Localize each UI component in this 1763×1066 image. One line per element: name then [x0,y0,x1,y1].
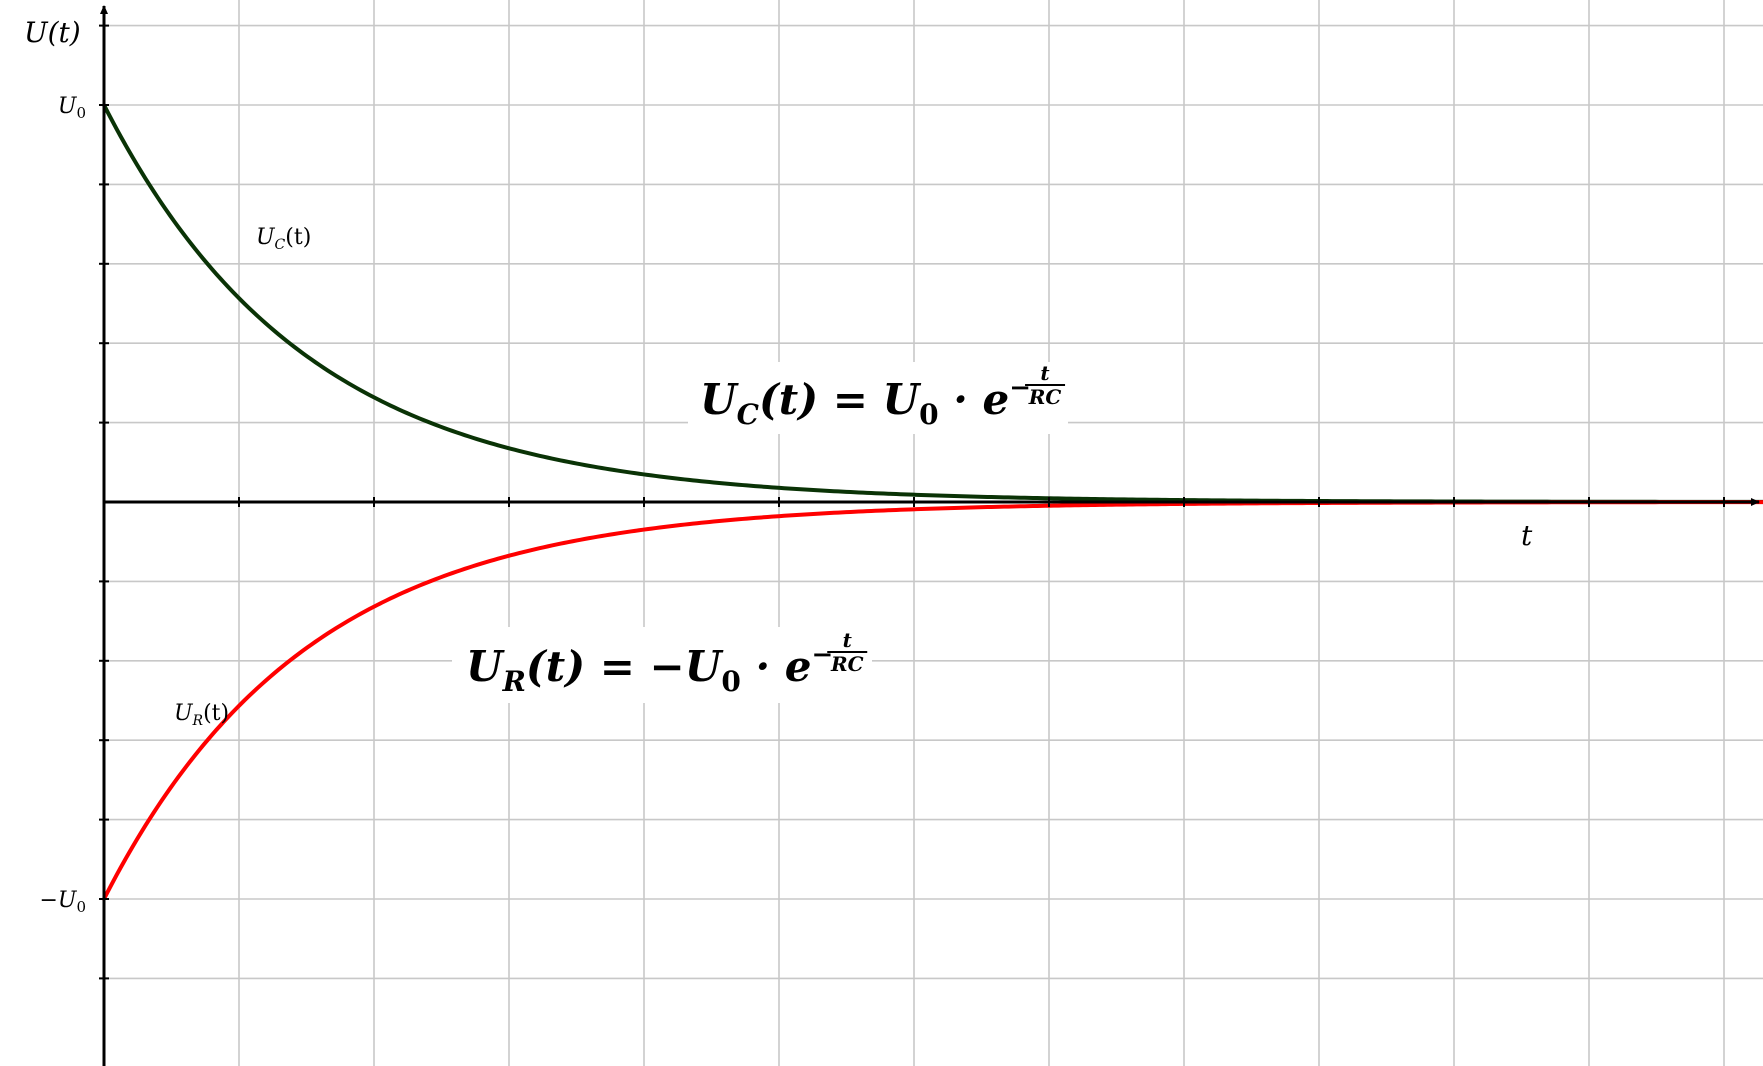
series-label-suffix: (t) [285,225,311,250]
series-label-sub: C [275,237,286,253]
tick-label-sub: 0 [76,898,86,916]
formula-equals: = [818,375,882,424]
formula-rhs-sub: 0 [721,665,740,698]
formula-lhs-paren: (t) [526,642,585,691]
x-axis-label: t [1521,519,1533,552]
formula-frac-den: RC [830,652,864,676]
formula-exp-minus: − [811,640,833,670]
formula-lhs-paren: (t) [759,375,818,424]
formula-text: UR(t) = −U0 · e− [466,640,833,698]
formula-dot-e: · e [939,375,1010,424]
formula-frac-num: t [843,628,853,652]
y-tick-label: −U0 [39,888,86,916]
series-label-main: U [174,701,194,726]
series-label-suffix: (t) [203,701,229,726]
formula-dot-e: · e [741,642,812,691]
formula-lhs: U [700,375,739,424]
formula-lhs-sub: R [502,665,526,698]
formula-text: UC(t) = U0 · e− [700,373,1031,431]
formula-uc: UC(t) = U0 · e− tRC [688,361,1068,434]
series-label-sub: R [192,713,204,729]
series-line-ur [102,500,1763,901]
tick-label-main: U [58,94,78,119]
series-label-uc: UC(t) [256,225,311,253]
series-label-main: U [256,225,276,250]
formula-rhs-sub: 0 [919,398,938,431]
formula-lhs: U [466,642,505,691]
y-axis-label: U(t) [24,16,81,49]
series-label-ur: UR(t) [174,701,229,729]
formula-rhs: U [883,375,922,424]
formula-exp-minus: − [1009,373,1031,403]
formula-equals: = [585,642,649,691]
tick-label-prefix: − [39,888,57,913]
axes [99,5,1760,1066]
tick-label-sub: 0 [76,104,86,122]
formula-lhs-sub: C [737,398,760,431]
formula-frac-den: RC [1028,385,1062,409]
formula-rhs: U [685,642,724,691]
series-line-uc [102,103,1763,504]
grid [104,0,1763,1066]
formula-frac-num: t [1040,361,1050,385]
formula-negation: − [650,642,685,691]
formula-background [688,362,1068,434]
formula-background [452,627,872,703]
tick-label-main: U [58,888,78,913]
y-tick-label: U0 [58,94,86,122]
formula-ur: UR(t) = −U0 · e− tRC [452,627,872,703]
